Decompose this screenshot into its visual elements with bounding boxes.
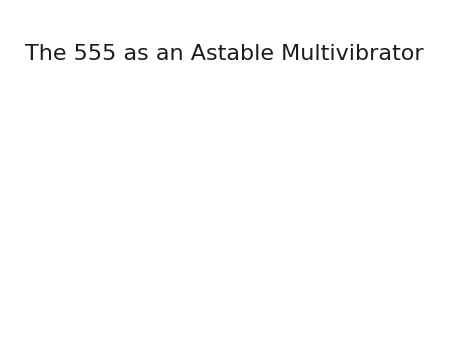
Text: The 555 as an Astable Multivibrator: The 555 as an Astable Multivibrator	[25, 44, 423, 64]
